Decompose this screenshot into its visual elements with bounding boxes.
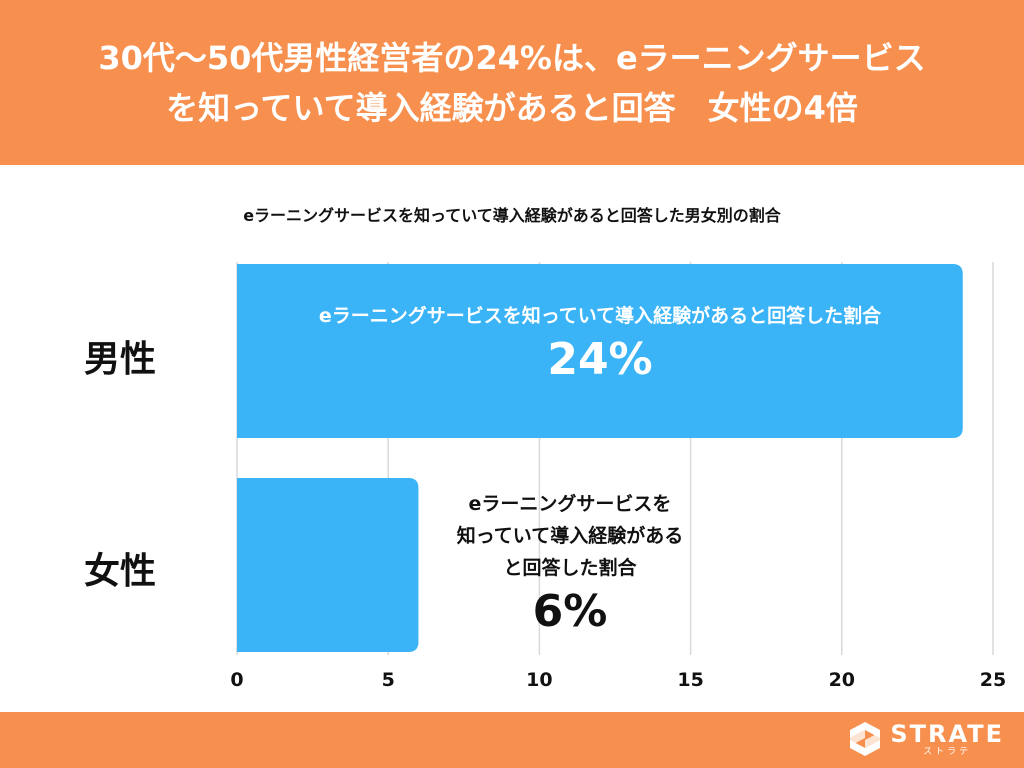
x-tick-label-25: 25 [980,669,1006,691]
bar-description-male: eラーニングサービスを知っていて導入経験があると回答した割合 [318,305,882,327]
bar-description-female-2: 知っていて導入経験がある [456,525,684,547]
data-label-male: 24% [547,334,653,385]
category-label-female: 女性 [83,551,156,592]
headline-line-1: 30代〜50代男性経営者の24%は、eラーニングサービス [98,38,926,77]
bar-label-male: eラーニングサービスを知っていて導入経験があると回答した割合 24% [237,300,963,388]
x-tick-label-20: 20 [829,669,855,691]
brand-kana: ストラテ [923,746,972,757]
x-tick-label-10: 10 [526,669,552,691]
x-tick-label-0: 0 [230,669,243,691]
footer-bar: STRATE ストラテ [0,712,1024,768]
chart-title: eラーニングサービスを知っていて導入経験があると回答した男女別の割合 [243,206,781,225]
brand-name: STRATE [890,719,1004,748]
bar-female [237,478,419,652]
bar-description-female-1: eラーニングサービスを [468,493,672,515]
x-tick-label-15: 15 [677,669,703,691]
data-label-female: 6% [532,586,608,637]
strate-logo: STRATE ストラテ [848,720,1004,758]
header-banner: 30代〜50代男性経営者の24%は、eラーニングサービス を知っていて導入経験が… [0,0,1024,165]
strate-s-logo-icon [850,722,881,756]
x-tick-label-5: 5 [382,669,395,691]
headline-line-2: を知っていて導入経験があると回答 女性の4倍 [166,88,858,127]
bar-label-female: eラーニングサービスを 知っていて導入経験がある と回答した割合 6% [420,488,720,640]
category-label-male: 男性 [83,339,156,380]
bar-description-female-3: と回答した割合 [503,557,637,579]
